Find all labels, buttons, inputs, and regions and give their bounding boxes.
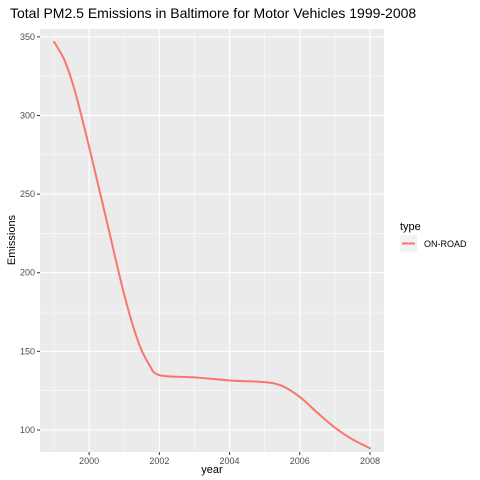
y-axis: 100 150 200 250 300 350 xyxy=(20,32,40,435)
minor-gridlines xyxy=(40,29,384,452)
x-tick-label: 2000 xyxy=(79,456,99,466)
y-tick-label: 300 xyxy=(20,110,35,120)
series-line-on-road xyxy=(53,40,371,450)
legend: type ON-ROAD xyxy=(400,221,467,252)
x-tick-label: 2008 xyxy=(360,456,380,466)
plot-panel xyxy=(40,29,384,452)
y-tick-label: 200 xyxy=(20,268,35,278)
y-axis-title: Emissions xyxy=(6,214,18,265)
series-layer xyxy=(53,40,371,450)
x-tick-label: 2004 xyxy=(220,456,240,466)
major-gridlines xyxy=(40,29,384,452)
y-tick-label: 250 xyxy=(20,189,35,199)
y-tick-label: 100 xyxy=(20,425,35,435)
x-axis-title: year xyxy=(201,464,223,476)
y-tick-label: 350 xyxy=(20,32,35,42)
x-tick-label: 2002 xyxy=(149,456,169,466)
y-tick-label: 150 xyxy=(20,346,35,356)
x-axis: 2000 2002 2004 2006 2008 xyxy=(79,452,380,466)
legend-title: type xyxy=(400,221,421,233)
chart-title: Total PM2.5 Emissions in Baltimore for M… xyxy=(10,5,416,21)
x-tick-label: 2006 xyxy=(290,456,310,466)
legend-label-on-road: ON-ROAD xyxy=(424,239,467,249)
